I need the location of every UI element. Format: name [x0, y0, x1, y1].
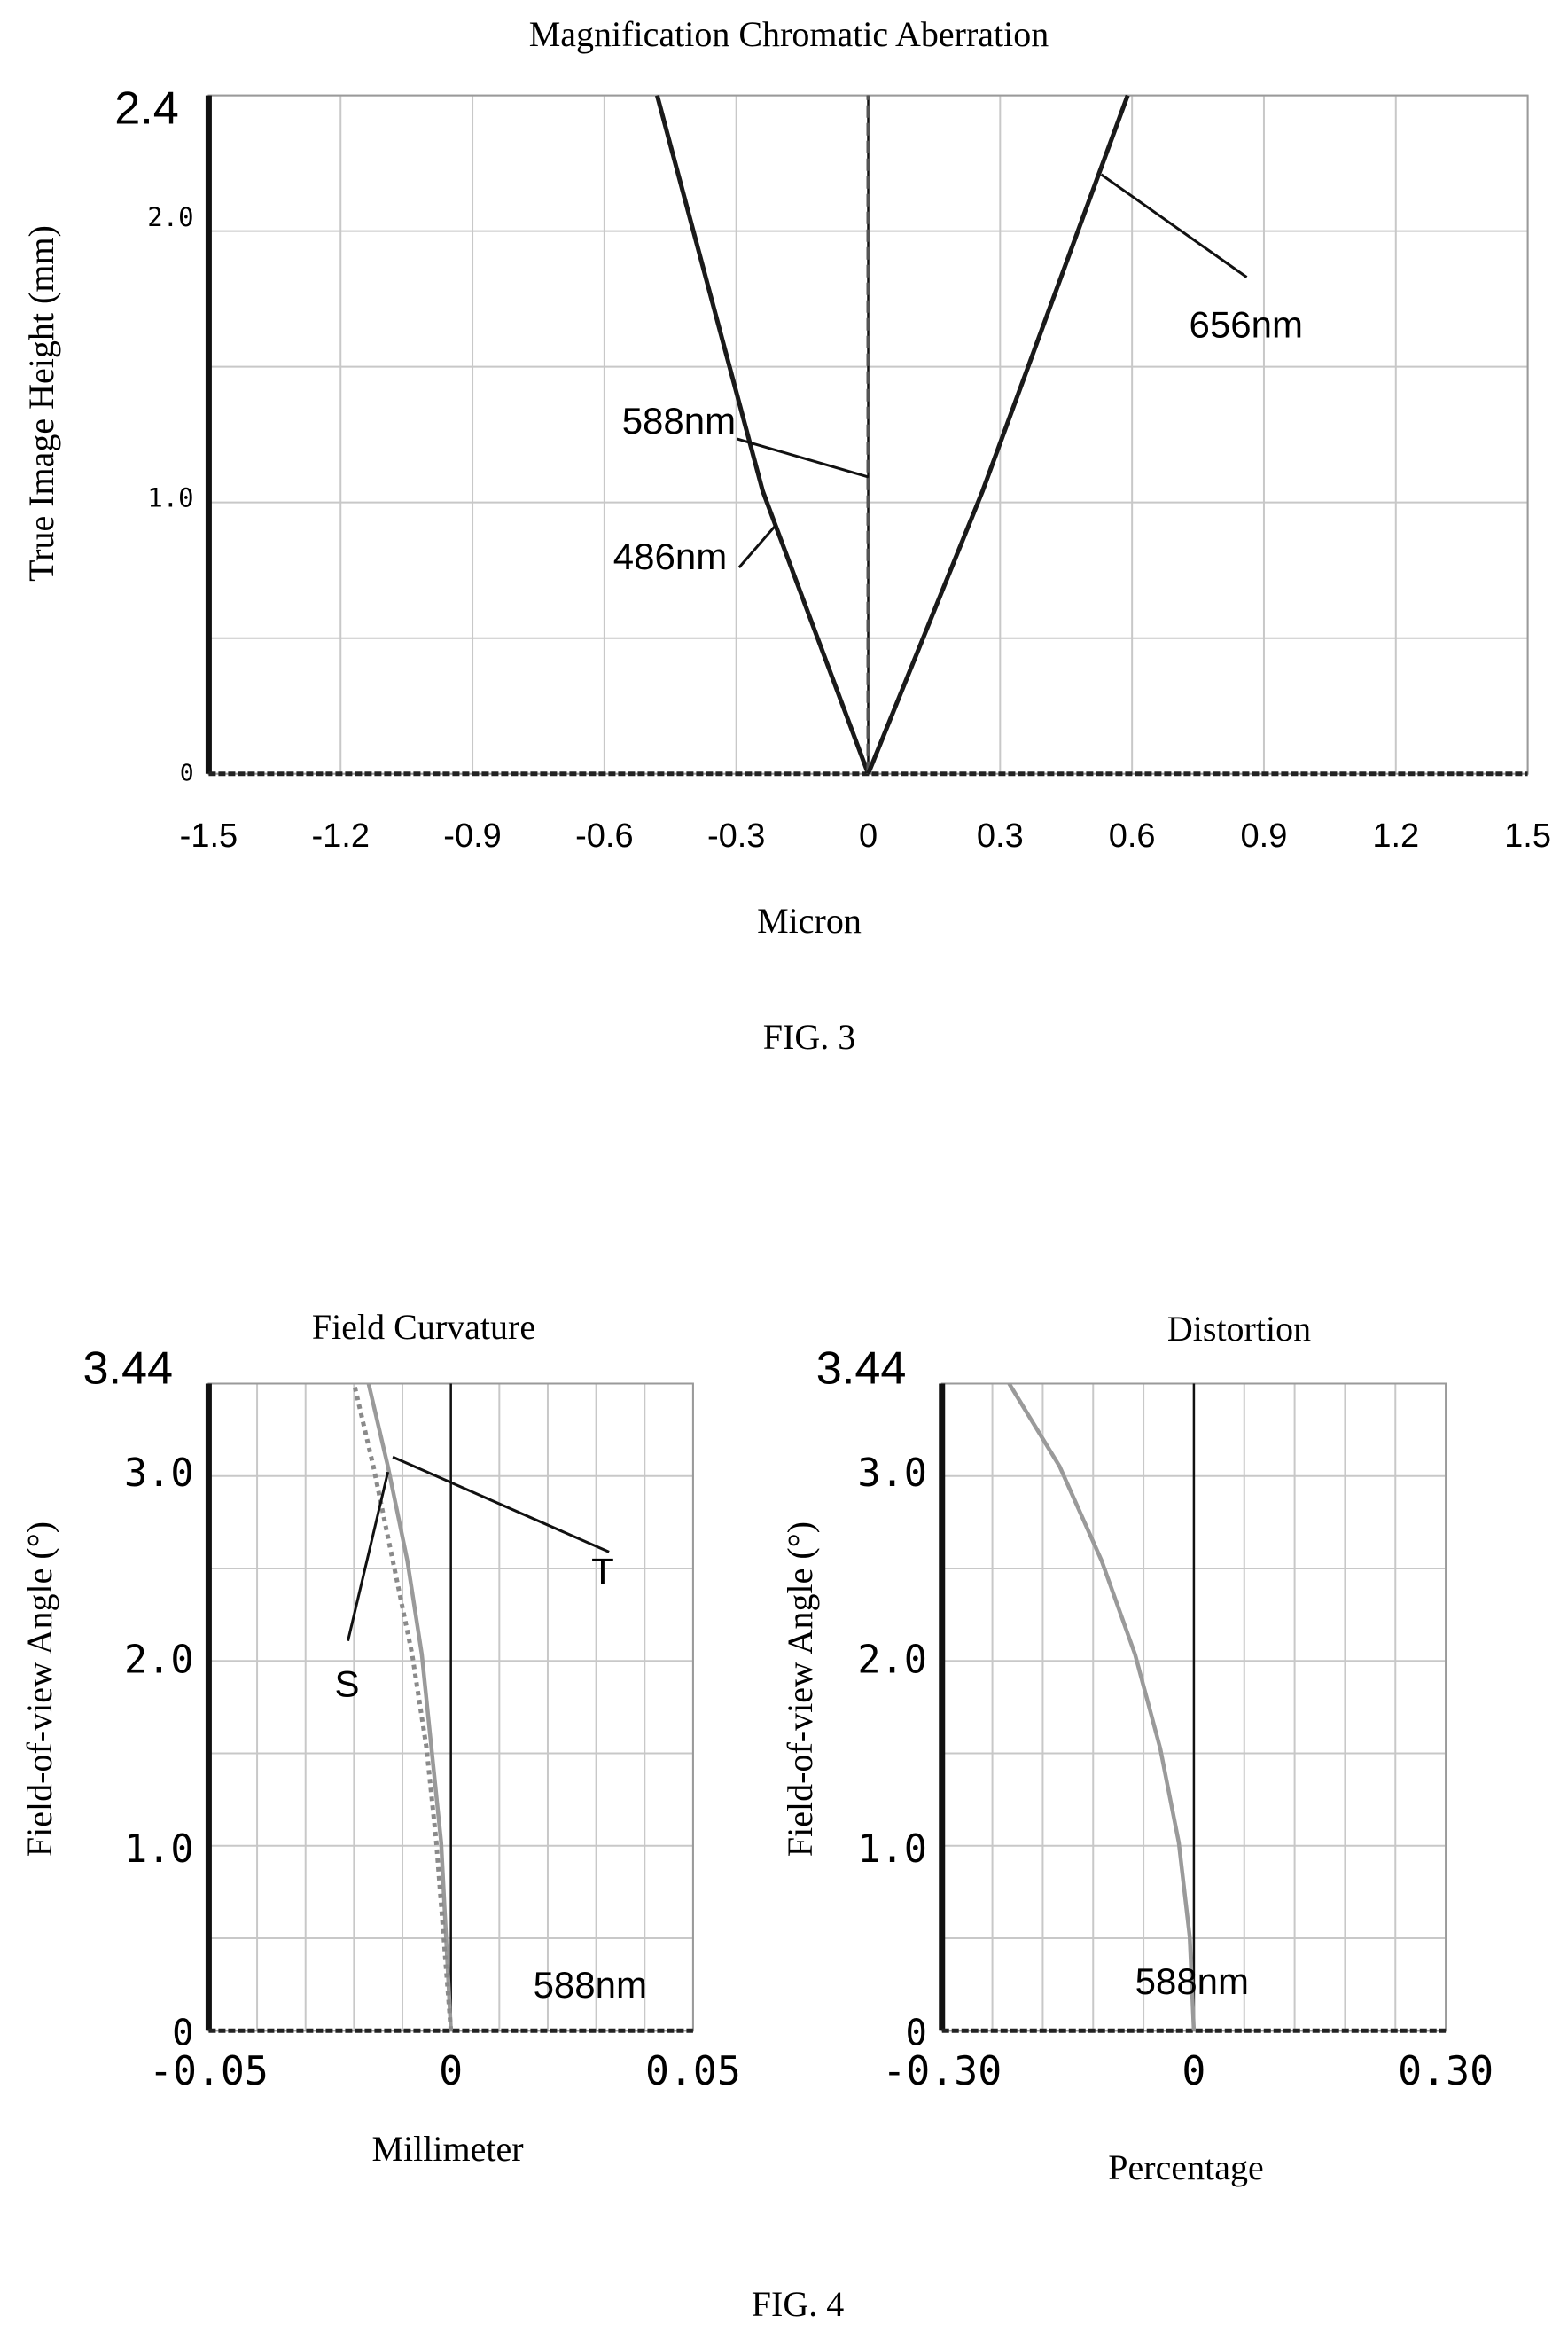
fig3-x-tick-label: 0: [859, 817, 878, 855]
fig4a-annotation-s: S: [335, 1663, 360, 1705]
fig3-annotation-656nm: 656nm: [1190, 304, 1303, 346]
fig4b-y-tick-label: 3.0: [857, 1451, 927, 1496]
fig4b-y-tick-label: 2.0: [857, 1638, 927, 1682]
fig4a-x-tick-label: -0.05: [149, 2047, 269, 2094]
fig4b-y-tick-label: 0: [905, 2012, 926, 2054]
fig3-x-tick-label: 0.3: [977, 817, 1024, 855]
fig3-x-tick-label: -0.3: [707, 817, 765, 855]
fig3-x-tick-label: 0.6: [1109, 817, 1156, 855]
fig3-x-tick-label: -1.5: [180, 817, 238, 855]
fig3-x-tick-label: -0.6: [575, 817, 633, 855]
fig4a-annotation-leader: [347, 1471, 390, 1642]
fig3-annotation-leader: [737, 524, 777, 569]
fig4b-x-axis-label: Percentage: [1108, 2147, 1263, 2187]
fig3-x-tick-label: -0.9: [443, 817, 501, 855]
fig4a-annotation-leader: [392, 1455, 610, 1553]
fig4a-y-tick-label: 0: [172, 2012, 193, 2054]
fig3-y-axis-label: True Image Height (mm): [21, 225, 61, 582]
fig3-series-486nm-line: [654, 94, 870, 775]
fig4a-x-tick-label: 0: [439, 2047, 463, 2094]
fig4a-y-tick-label: 1.0: [124, 1827, 194, 1872]
chart-magnification-chromatic-aberration: Magnification Chromatic Aberration True …: [21, 14, 1551, 1057]
fig3-annotation-588nm: 588nm: [622, 400, 736, 442]
fig3-annotation-leader: [1100, 173, 1248, 278]
fig3-title: Magnification Chromatic Aberration: [529, 14, 1049, 54]
fig4a-x-tick-label: 0.05: [645, 2047, 741, 2094]
fig3-y-tick-label: 0: [180, 761, 194, 787]
fig3-x-tick-label: 1.5: [1504, 817, 1551, 855]
fig4a-annotation-t: T: [591, 1550, 614, 1592]
fig4a-y-tick-label: 2.0: [124, 1638, 194, 1682]
fig4a-annotation-588nm: 588nm: [534, 1964, 647, 2006]
fig4b-y-axis-label: Field-of-view Angle (°): [780, 1521, 820, 1857]
fig4a-y-axis-label: Field-of-view Angle (°): [20, 1521, 59, 1857]
fig3-x-tick-label: -1.2: [311, 817, 369, 855]
fig4a-title: Field Curvature: [312, 1307, 535, 1347]
fig3-annotation-486nm: 486nm: [613, 536, 727, 577]
fig3-series-656nm-line: [866, 94, 1130, 775]
fig4b-x-tick-label: -0.30: [882, 2047, 1002, 2094]
fig3-y-tick-label: 2.4: [114, 83, 179, 135]
fig4b-annotation-588nm: 588nm: [1135, 1960, 1249, 2002]
fig4b-x-tick-label: 0: [1182, 2047, 1205, 2094]
fig4a-y-tick-label: 3.44: [82, 1342, 173, 1394]
fig4a-y-tick-label: 3.0: [124, 1451, 194, 1496]
fig4b-title: Distortion: [1167, 1309, 1311, 1349]
fig4a-series-s-line: [351, 1382, 454, 2031]
fig3-caption: FIG. 3: [763, 1017, 855, 1057]
fig4-caption: FIG. 4: [752, 2284, 844, 2324]
fig4a-x-axis-label: Millimeter: [371, 2129, 523, 2169]
fig3-y-tick-label: 2.0: [147, 202, 193, 232]
fig4b-y-tick-label: 1.0: [857, 1827, 927, 1872]
fig3-annotation-leader: [737, 437, 869, 479]
fig3-y-tick-label: 1.0: [147, 482, 193, 512]
fig4a-series-t-line: [366, 1382, 453, 2031]
chart-distortion: Distortion Field-of-view Angle (°) Perce…: [752, 1309, 1494, 2324]
fig4b-x-tick-label: 0.30: [1398, 2047, 1494, 2094]
fig3-x-tick-label: 1.2: [1372, 817, 1419, 855]
fig4b-y-tick-label: 3.44: [816, 1342, 907, 1394]
fig3-x-tick-label: 0.9: [1241, 817, 1288, 855]
fig4b-series-588nm-line: [1007, 1382, 1197, 2031]
chart-field-curvature: Field Curvature Field-of-view Angle (°) …: [20, 1307, 741, 2169]
fig3-x-axis-label: Micron: [757, 901, 862, 941]
